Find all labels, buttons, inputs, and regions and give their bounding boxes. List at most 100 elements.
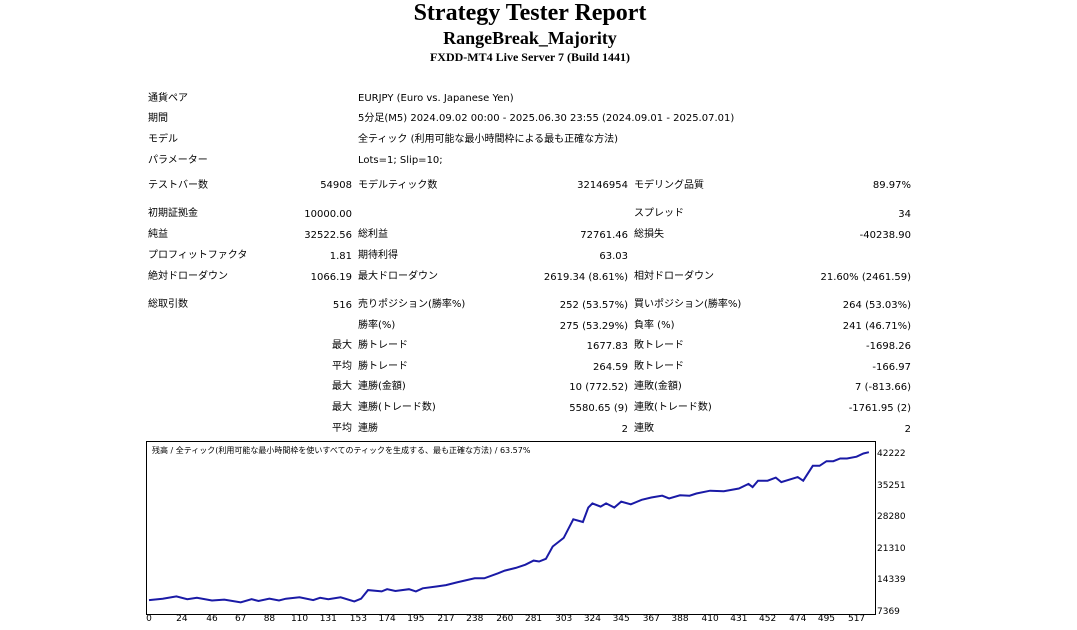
avg-win-streak-value: 2	[621, 424, 628, 435]
expected-label: 期待利得	[358, 250, 398, 261]
long-value: 264 (53.03%)	[842, 300, 911, 311]
gross-profit-label: 総利益	[358, 229, 388, 240]
x-tick-label: 217	[437, 614, 455, 624]
pair-value: EURJPY (Euro vs. Japanese Yen)	[358, 93, 514, 104]
x-tick-label: 324	[583, 614, 602, 624]
x-tick-label: 88	[263, 614, 276, 624]
abs-dd-label: 絶対ドローダウン	[148, 271, 228, 282]
net-label: 純益	[148, 229, 168, 240]
consec-loss-count-label: 連敗(トレード数)	[634, 402, 712, 413]
params-label: パラメーター	[148, 155, 208, 166]
winrate-label: 勝率(%)	[358, 320, 396, 331]
avg-loss-label: 敗トレード	[634, 361, 684, 372]
x-tick-label: 131	[319, 614, 337, 624]
winrate-value: 275 (53.29%)	[559, 321, 628, 332]
avg-loss-streak-label: 連敗	[634, 423, 654, 434]
x-tick-label: 281	[524, 614, 543, 624]
server-name: FXDD-MT4 Live Server 7 (Build 1441)	[429, 50, 631, 64]
x-tick-label: 110	[290, 614, 309, 624]
report-title: Strategy Tester Report	[413, 0, 647, 26]
gross-loss-label: 総損失	[634, 229, 664, 240]
x-tick-label: 153	[349, 614, 367, 624]
expected-value: 63.03	[599, 251, 628, 262]
y-tick-label: 7369	[877, 607, 900, 617]
y-tick-label: 42222	[877, 448, 906, 459]
avg-win-value: 264.59	[593, 362, 628, 373]
x-tick-label: 388	[671, 614, 689, 624]
avg-win-label: 勝トレード	[358, 361, 408, 372]
lossrate-value: 241 (46.71%)	[842, 321, 911, 332]
max-word-2: 最大	[332, 381, 352, 392]
consec-win-count-label: 連勝(トレード数)	[358, 402, 436, 413]
y-tick-label: 35251	[877, 480, 906, 491]
x-tick-label: 474	[789, 614, 807, 624]
x-tick-label: 367	[642, 614, 660, 624]
max-win-value: 1677.83	[586, 341, 628, 352]
avg-word-2: 平均	[332, 423, 352, 434]
y-tick-label: 21310	[877, 543, 906, 554]
max-dd-label: 最大ドローダウン	[358, 271, 438, 282]
max-dd-value: 2619.34 (8.61%)	[543, 272, 628, 283]
short-value: 252 (53.57%)	[559, 300, 628, 311]
period-value: 5分足(M5) 2024.09.02 00:00 - 2025.06.30 23…	[358, 113, 735, 124]
bars-label: テストバー数	[148, 180, 208, 191]
rel-dd-label: 相対ドローダウン	[634, 271, 714, 282]
x-tick-label: 452	[759, 614, 777, 624]
trades-value: 516	[332, 300, 352, 311]
avg-word-1: 平均	[332, 361, 352, 372]
gross-profit-value: 72761.46	[580, 230, 628, 241]
max-word-3: 最大	[332, 402, 352, 413]
avg-loss-streak-value: 2	[904, 424, 911, 435]
trades-label: 総取引数	[148, 299, 188, 310]
avg-loss-value: -166.97	[872, 362, 911, 373]
max-word-1: 最大	[332, 340, 352, 351]
pair-label: 通貨ペア	[148, 93, 188, 104]
consec-win-count-value: 5580.65 (9)	[569, 403, 628, 414]
bars-value: 54908	[320, 180, 352, 191]
quality-value: 89.97%	[872, 180, 911, 191]
balance-chart-plot	[148, 451, 870, 604]
ea-name: RangeBreak_Majority	[443, 28, 617, 48]
max-loss-value: -1698.26	[866, 341, 911, 352]
avg-win-streak-label: 連勝	[358, 423, 378, 434]
x-tick-label: 195	[407, 614, 425, 624]
consec-loss-count-value: -1761.95 (2)	[848, 403, 911, 414]
consec-win-amount-label: 連勝(金額)	[358, 381, 406, 392]
pf-label: プロフィットファクタ	[148, 250, 248, 261]
deposit-label: 初期証拠金	[148, 208, 198, 219]
x-tick-label: 0	[146, 614, 152, 624]
x-tick-label: 174	[378, 614, 396, 624]
long-label: 買いポジション(勝率%)	[634, 299, 742, 310]
short-label: 売りポジション(勝率%)	[358, 299, 466, 310]
ticks-value: 32146954	[577, 180, 628, 191]
x-tick-label: 517	[847, 614, 866, 624]
model-label: モデル	[148, 134, 178, 145]
deposit-value: 10000.00	[304, 209, 352, 220]
x-tick-label: 46	[206, 614, 218, 624]
x-tick-label: 24	[176, 614, 188, 624]
max-win-label: 勝トレード	[358, 340, 408, 351]
balance-chart: 残高 / 全ティック(利用可能な最小時間枠を使いすべてのティックを生成する、最も…	[146, 441, 876, 615]
max-loss-label: 敗トレード	[634, 340, 684, 351]
lossrate-label: 負率 (%)	[634, 320, 675, 331]
consec-loss-amount-value: 7 (-813.66)	[855, 382, 911, 393]
abs-dd-value: 1066.19	[310, 272, 352, 283]
consec-win-amount-value: 10 (772.52)	[569, 382, 628, 393]
params-value: Lots=1; Slip=10;	[358, 155, 443, 166]
x-tick-label: 345	[612, 614, 630, 624]
quality-label: モデリング品質	[634, 180, 704, 191]
pf-value: 1.81	[329, 251, 352, 262]
chart-caption: 残高 / 全ティック(利用可能な最小時間枠を使いすべてのティックを生成する、最も…	[152, 446, 531, 455]
x-tick-label: 260	[496, 614, 514, 624]
x-tick-label: 410	[701, 614, 719, 624]
x-tick-label: 495	[817, 614, 836, 624]
ticks-label: モデルティック数	[358, 180, 438, 191]
balance-series-line	[148, 451, 870, 604]
period-label: 期間	[148, 113, 168, 124]
x-tick-label: 67	[234, 614, 247, 624]
x-tick-label: 431	[730, 614, 748, 624]
y-tick-label: 14339	[877, 575, 906, 586]
x-tick-label: 303	[555, 614, 573, 624]
consec-loss-amount-label: 連敗(金額)	[634, 381, 682, 392]
model-value: 全ティック (利用可能な最小時間枠による最も正確な方法)	[358, 134, 619, 145]
